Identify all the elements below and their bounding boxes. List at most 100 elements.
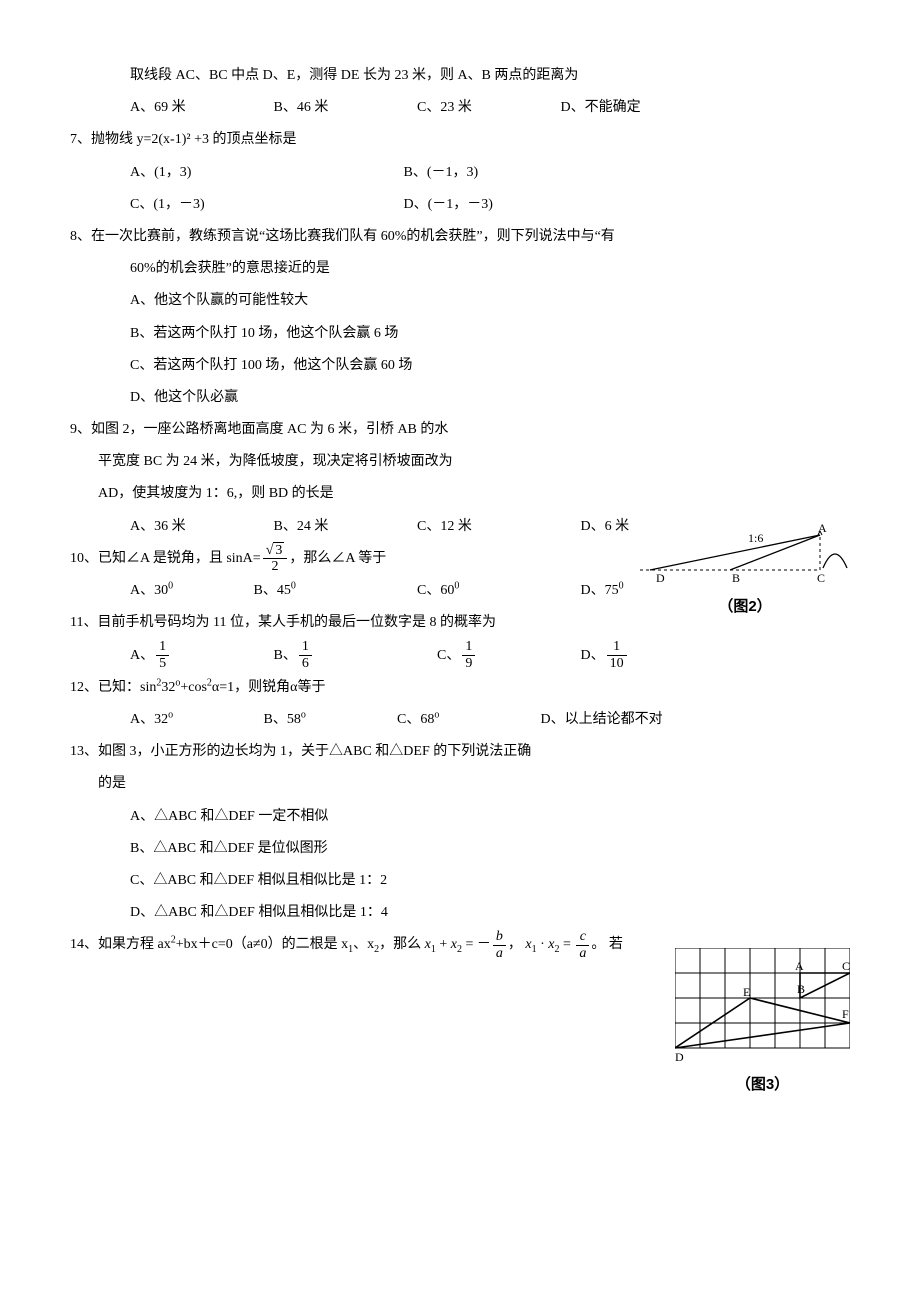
fig2-A: A <box>818 521 827 535</box>
opt-b: B、46 米 <box>274 92 414 124</box>
q14-eq2: = <box>559 937 574 952</box>
opt-c: C、23 米 <box>417 92 557 124</box>
q12-opt-c: C、68o <box>397 704 537 736</box>
fig2-C: C <box>817 571 825 585</box>
q10-frac-den: 2 <box>263 559 288 574</box>
fig2-slope: 1:6 <box>748 531 763 545</box>
q11-c-num: 1 <box>462 639 475 655</box>
q11-opt-d: D、110 <box>581 639 721 671</box>
figure-2: D B C A 1:6 （图2） <box>640 520 850 625</box>
q11-a-den: 5 <box>156 656 169 671</box>
q13-stem2: 的是 <box>70 768 850 800</box>
q9-opt-b: B、24 米 <box>274 511 414 543</box>
q11-a-num: 1 <box>156 639 169 655</box>
q10-c-sup: 0 <box>454 580 459 591</box>
q12-c-sup: o <box>434 709 439 720</box>
q14-eq1-den: a <box>493 946 506 961</box>
q13-stem1: 13、如图 3，小正方形的边长均为 1，关于△ABC 和△DEF 的下列说法正确 <box>70 736 600 768</box>
q9-opt-c: C、12 米 <box>417 511 577 543</box>
q10-opt-c: C、600 <box>417 575 577 607</box>
q14-tail: 。 若 <box>591 937 623 952</box>
q7-opt-a: A、(1，3) <box>130 157 400 189</box>
fig3-B: B <box>797 982 805 996</box>
figure-3: A B C D E F （图3） <box>675 948 850 1103</box>
q11-opt-c: C、19 <box>437 639 577 671</box>
q11-d-pre: D、 <box>581 640 605 672</box>
q12-opt-d: D、以上结论都不对 <box>541 704 741 736</box>
q14-eq2-den: a <box>576 946 589 961</box>
page: 取线段 AC、BC 中点 D、E，测得 DE 长为 23 米，则 A、B 两点的… <box>0 0 920 1002</box>
fig2-B: B <box>732 571 740 585</box>
q14-eq1: = － <box>462 937 491 952</box>
q7-opt-d: D、(－1，－3) <box>404 189 674 221</box>
q14-dot: · <box>537 937 549 952</box>
q14-mid2: 、x <box>353 937 374 952</box>
q12-opt-b: B、58o <box>264 704 394 736</box>
q14-pre: 14、如果方程 ax <box>70 937 171 952</box>
q11-d-num: 1 <box>607 639 627 655</box>
q10-b-sup: 0 <box>291 580 296 591</box>
q13-opt-a: A、△ABC 和△DEF 一定不相似 <box>70 801 850 833</box>
q8-opt-a: A、他这个队赢的可能性较大 <box>70 285 850 317</box>
q10-d-sup: 0 <box>619 580 624 591</box>
q12-a-sup: o <box>168 709 173 720</box>
q11-b-pre: B、 <box>274 640 297 672</box>
q11-a-pre: A、 <box>130 640 154 672</box>
q12-pre: 12、已知：sin <box>70 680 156 695</box>
q14-mid3: ，那么 <box>379 937 421 952</box>
q14-eq1-num: b <box>493 929 506 945</box>
q12-mid3: α=1，则锐角α等于 <box>212 680 326 695</box>
q11-c-pre: C、 <box>437 640 460 672</box>
q9-stem2: 平宽度 BC 为 24 米，为降低坡度，现决定将引桥坡面改为 <box>70 446 628 478</box>
q13-opt-d: D、△ABC 和△DEF 相似且相似比是 1：4 <box>70 897 850 929</box>
q9-stem1: 9、如图 2，一座公路桥离地面高度 AC 为 6 米，引桥 AB 的水 <box>70 414 600 446</box>
q11-d-den: 10 <box>607 656 627 671</box>
q8-stem2: 60%的机会获胜”的意思接近的是 <box>70 253 850 285</box>
q12-b-sup: o <box>301 709 306 720</box>
q14-mid1: +bx＋c=0（a≠0）的二根是 x <box>176 937 348 952</box>
q10-a-sup: 0 <box>168 580 173 591</box>
fig3-C: C <box>842 959 850 973</box>
q11-opts: A、15 B、16 C、19 D、110 <box>70 639 850 671</box>
fig2-D: D <box>656 571 665 585</box>
q12-mid2: +cos <box>180 680 207 695</box>
q12-opts: A、32o B、58o C、68o D、以上结论都不对 <box>70 704 850 736</box>
figure-2-label: （图2） <box>640 590 850 625</box>
figure-3-label: （图3） <box>675 1068 850 1103</box>
figure-3-svg: A B C D E F <box>675 948 850 1068</box>
q7-stem: 7、抛物线 y=2(x-1)² +3 的顶点坐标是 <box>70 124 850 156</box>
q11-c-den: 9 <box>462 656 475 671</box>
q8-opt-b: B、若这两个队打 10 场，他这个队会赢 6 场 <box>70 318 850 350</box>
q9-opt-a: A、36 米 <box>130 511 270 543</box>
q12-opt-a: A、32o <box>130 704 260 736</box>
opt-a: A、69 米 <box>130 92 270 124</box>
q8-opt-c: C、若这两个队打 100 场，他这个队会赢 60 场 <box>70 350 850 382</box>
q12-mid1: 32 <box>161 680 175 695</box>
q11-b-den: 6 <box>299 656 312 671</box>
q10-c-txt: C、60 <box>417 575 454 607</box>
q10-frac: 32 <box>263 543 288 575</box>
q10-stem-post: ，那么∠A 等于 <box>289 551 386 566</box>
q11-opt-b: B、16 <box>274 639 434 671</box>
q10-d-txt: D、75 <box>581 575 619 607</box>
q10-stem-pre: 10、已知∠A 是锐角，且 sinA= <box>70 551 261 566</box>
q9-stem3: AD，使其坡度为 1：6,，则 BD 的长是 <box>70 478 628 510</box>
q13-opt-c: C、△ABC 和△DEF 相似且相似比是 1：2 <box>70 865 850 897</box>
figure-2-svg: D B C A 1:6 <box>640 520 850 590</box>
fig3-A: A <box>795 959 804 973</box>
q14-comma: ， <box>508 937 522 952</box>
q14-plus: + <box>436 937 451 952</box>
q12-b-txt: B、58 <box>264 704 301 736</box>
q11-b-num: 1 <box>299 639 312 655</box>
q10-b-txt: B、45 <box>254 575 291 607</box>
q-partial-stem: 取线段 AC、BC 中点 D、E，测得 DE 长为 23 米，则 A、B 两点的… <box>70 60 850 92</box>
q13-opt-b: B、△ABC 和△DEF 是位似图形 <box>70 833 850 865</box>
opt-d: D、不能确定 <box>561 92 701 124</box>
q7-opts-row2: C、(1，－3) D、(－1，－3) <box>70 189 850 221</box>
q10-opt-b: B、450 <box>254 575 414 607</box>
q8-opt-d: D、他这个队必赢 <box>70 382 850 414</box>
q-partial-opts: A、69 米 B、46 米 C、23 米 D、不能确定 <box>70 92 850 124</box>
q7-opt-c: C、(1，－3) <box>130 189 400 221</box>
q10-opt-a: A、300 <box>130 575 250 607</box>
q14-eq2-num: c <box>576 929 589 945</box>
